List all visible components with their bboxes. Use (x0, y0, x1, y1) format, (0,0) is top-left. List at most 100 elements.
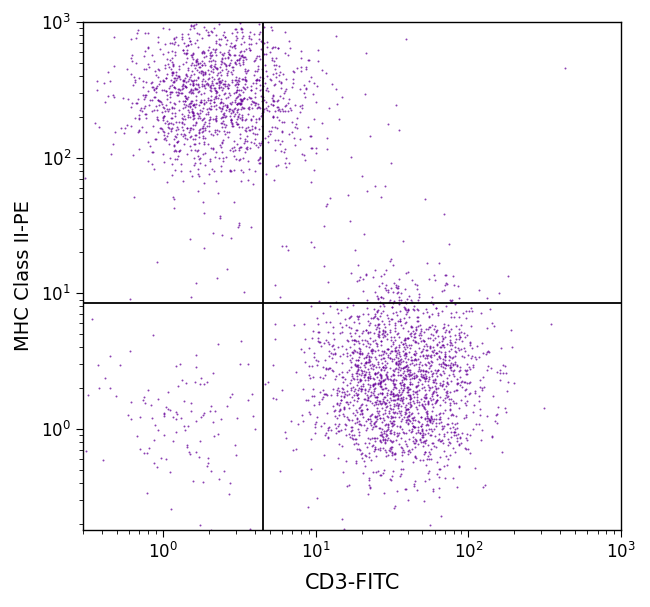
Point (231, 114, 242, 123)
Point (127, 50, 138, 60)
Point (256, 36, 266, 46)
Point (383, 352, 393, 362)
Point (223, 132, 233, 141)
Point (409, 398, 419, 408)
Point (346, 385, 356, 395)
Point (460, 398, 471, 407)
Point (191, 117, 202, 127)
Point (356, 405, 366, 415)
Point (340, 419, 350, 429)
Point (457, 336, 467, 345)
Point (431, 379, 441, 388)
Point (368, 364, 378, 373)
Point (221, 111, 231, 121)
Point (251, 75, 261, 85)
Point (245, 524, 255, 534)
Point (369, 309, 380, 319)
Point (483, 361, 493, 370)
Point (428, 438, 438, 448)
Point (356, 420, 366, 430)
Point (395, 370, 406, 379)
Point (385, 283, 396, 293)
Point (364, 367, 374, 377)
Point (379, 365, 389, 375)
Point (393, 350, 404, 359)
Point (444, 438, 454, 447)
Point (441, 301, 451, 311)
Point (245, 143, 255, 153)
Point (253, 102, 263, 112)
Point (413, 295, 423, 305)
Point (400, 408, 411, 418)
Point (222, 127, 232, 137)
Point (387, 388, 398, 398)
Point (382, 395, 392, 405)
Point (153, 79, 164, 89)
Point (280, 48, 290, 58)
Point (333, 453, 343, 463)
Point (352, 396, 363, 406)
Point (352, 374, 363, 384)
Point (353, 365, 363, 375)
Point (369, 390, 379, 400)
Point (386, 412, 396, 421)
Point (345, 328, 356, 338)
Point (289, 67, 299, 76)
Point (454, 365, 465, 375)
Point (426, 399, 437, 409)
Point (229, 75, 240, 84)
Point (398, 336, 409, 345)
Point (387, 472, 398, 481)
Point (412, 304, 423, 314)
Point (345, 383, 356, 393)
Point (168, 436, 178, 446)
Point (402, 449, 413, 459)
Point (166, 46, 177, 55)
Point (403, 404, 413, 414)
Point (162, 69, 172, 78)
Point (105, 384, 116, 393)
Point (391, 352, 401, 362)
Point (261, 66, 272, 76)
Point (368, 422, 378, 432)
Point (211, 93, 222, 103)
Point (448, 311, 459, 321)
Point (387, 436, 398, 446)
Point (407, 322, 417, 332)
Point (441, 361, 452, 370)
Point (376, 430, 386, 440)
Point (325, 363, 335, 373)
Point (442, 427, 452, 436)
Point (99, 97, 110, 106)
Point (410, 328, 420, 338)
Point (242, 66, 253, 76)
Point (413, 416, 423, 426)
Point (326, 390, 337, 400)
Point (149, 164, 159, 174)
Point (272, 102, 282, 112)
Point (196, 127, 207, 137)
Point (406, 331, 416, 341)
Point (105, 76, 116, 86)
Point (448, 473, 458, 483)
Point (190, 83, 201, 93)
Point (155, 98, 166, 107)
Point (190, 416, 201, 426)
Point (354, 343, 365, 353)
Point (277, 117, 287, 127)
Point (426, 426, 437, 436)
Point (167, 170, 177, 180)
Point (388, 379, 398, 388)
Point (245, 46, 255, 55)
Point (142, 449, 153, 458)
Point (388, 368, 398, 378)
Point (403, 418, 413, 427)
Point (218, 126, 229, 135)
Point (168, 98, 179, 107)
Point (394, 342, 404, 351)
Point (342, 380, 352, 390)
Point (372, 320, 383, 330)
Point (450, 359, 460, 369)
Point (255, 103, 266, 113)
Point (460, 385, 470, 395)
